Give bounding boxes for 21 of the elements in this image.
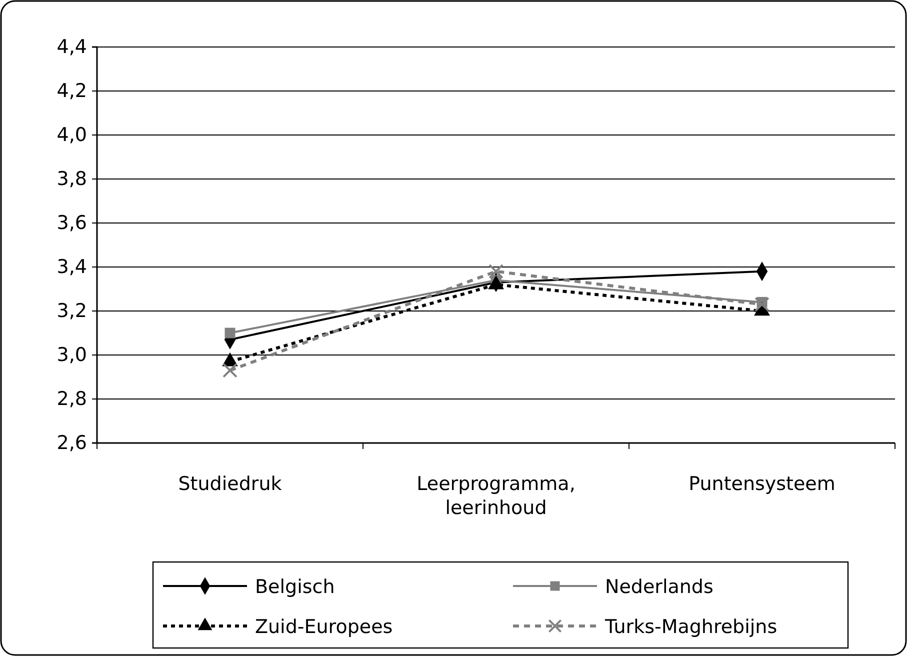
y-tick-label: 2,8 bbox=[56, 388, 87, 410]
point bbox=[222, 362, 238, 378]
legend-label: Belgisch bbox=[255, 576, 335, 598]
y-tick-label: 4,4 bbox=[56, 36, 87, 58]
y-tick-label: 3,2 bbox=[56, 300, 87, 322]
legend-label: Zuid-Europees bbox=[255, 616, 393, 638]
x-tick-label: Studiedruk bbox=[178, 473, 282, 495]
point bbox=[754, 296, 770, 312]
y-tick-label: 3,6 bbox=[56, 212, 87, 234]
y-tick-label: 4,0 bbox=[56, 124, 87, 146]
y-tick-label: 2,6 bbox=[56, 432, 87, 454]
point bbox=[224, 328, 236, 338]
legend-label: Nederlands bbox=[605, 576, 714, 598]
x-tick-label: Puntensysteem bbox=[688, 473, 836, 495]
y-tick-label: 4,2 bbox=[56, 80, 87, 102]
y-tick-label: 3,4 bbox=[56, 256, 87, 278]
x-tick-label: Leerprogramma, leerinhoud bbox=[416, 473, 576, 519]
y-tick-label: 3,8 bbox=[56, 168, 87, 190]
point bbox=[488, 264, 504, 279]
legend-label: Turks-Maghrebijns bbox=[604, 616, 778, 638]
y-tick-label: 3,0 bbox=[56, 344, 87, 366]
